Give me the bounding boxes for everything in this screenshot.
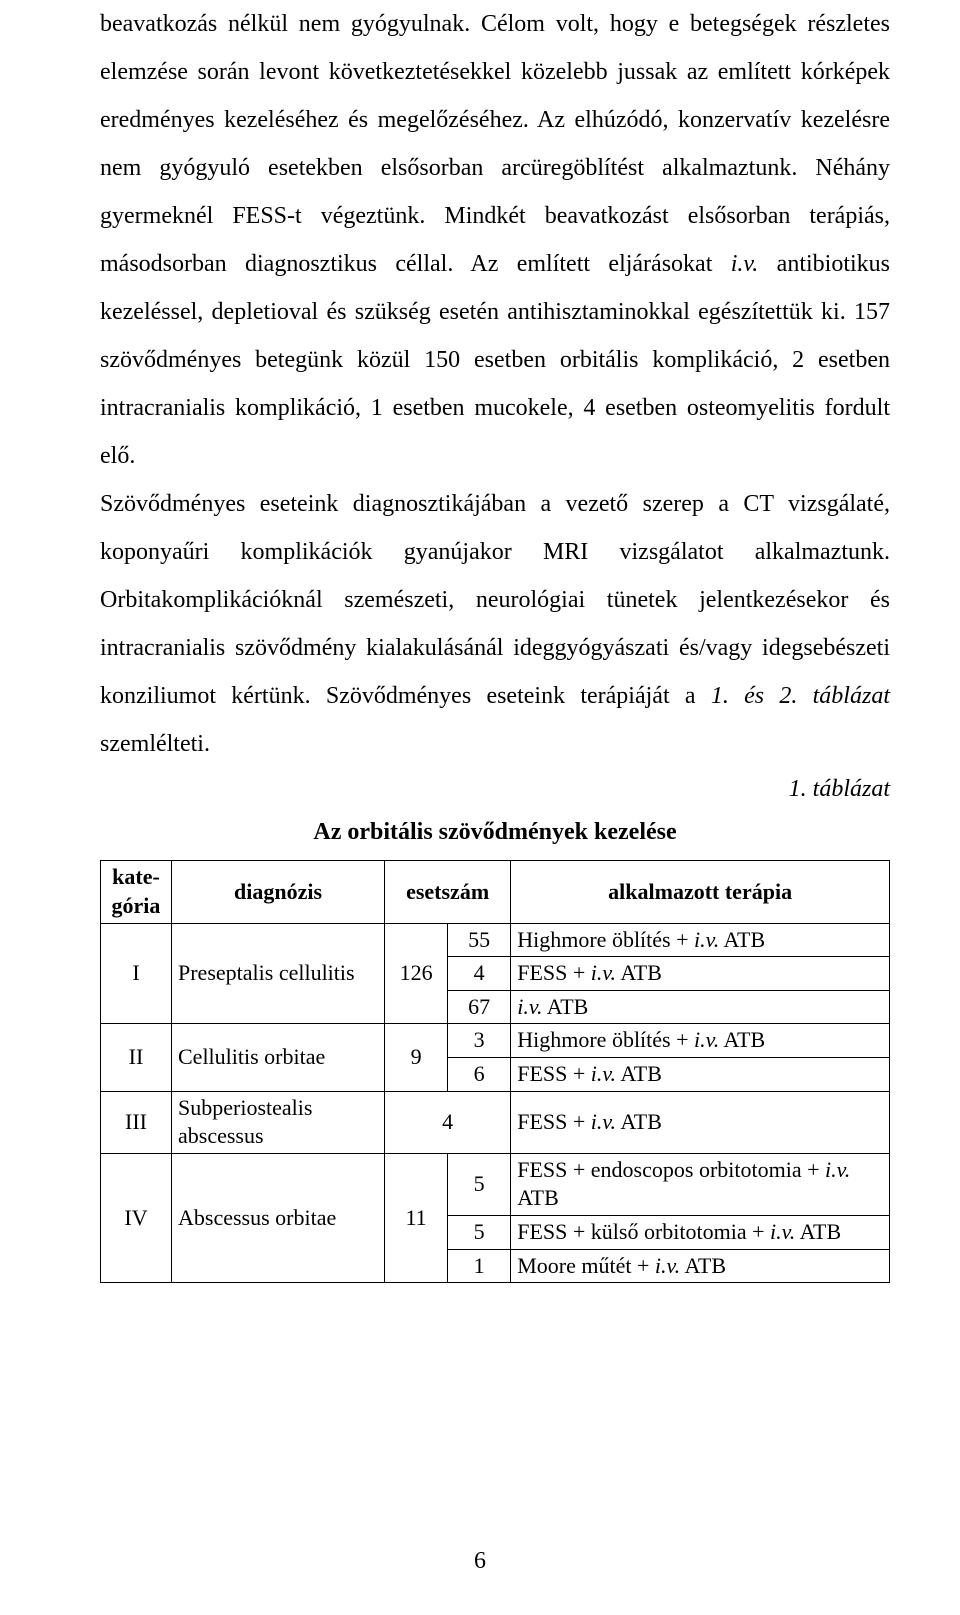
cell-therapy: FESS + endoscopos orbitotomia + i.v. ATB [511,1153,890,1215]
cell-diagnosis: Preseptalis cellulitis [172,923,385,1024]
cell-total: 4 [385,1091,511,1153]
table-row: IV Abscessus orbitae 11 5 FESS + endosco… [101,1153,890,1215]
cell-therapy: FESS + i.v. ATB [511,1091,890,1153]
cell-therapy: FESS + i.v. ATB [511,957,890,991]
table-row: III Subperiostealis abscessus 4 FESS + i… [101,1091,890,1153]
body-paragraph-1: beavatkozás nélkül nem gyógyulnak. Célom… [100,0,890,480]
cell-category: III [101,1091,172,1153]
table-row: I Preseptalis cellulitis 126 55 Highmore… [101,923,890,957]
tables-ref: 1. és 2. táblázat [711,683,890,709]
cell-subcount: 6 [448,1057,511,1091]
cell-subcount: 4 [448,957,511,991]
cell-diagnosis: Subperiostealis abscessus [172,1091,385,1153]
paragraph-text-1b: antibiotikus kezeléssel, depletioval és … [100,251,890,469]
th-count: esetszám [385,861,511,923]
paragraph-text-2b: szemlélteti. [100,731,210,757]
cell-therapy: Highmore öblítés + i.v. ATB [511,923,890,957]
cell-category: I [101,923,172,1024]
page: beavatkozás nélkül nem gyógyulnak. Célom… [0,0,960,1615]
cell-subcount: 5 [448,1153,511,1215]
th-therapy: alkalmazott terápia [511,861,890,923]
cell-diagnosis: Cellulitis orbitae [172,1024,385,1091]
cell-category: IV [101,1153,172,1282]
cell-total: 9 [385,1024,448,1091]
cell-subcount: 67 [448,990,511,1024]
cell-diagnosis: Abscessus orbitae [172,1153,385,1282]
cell-therapy: FESS + i.v. ATB [511,1057,890,1091]
cell-total: 11 [385,1153,448,1282]
cell-subcount: 1 [448,1249,511,1283]
cell-category: II [101,1024,172,1091]
cell-subcount: 3 [448,1024,511,1058]
table-title: Az orbitális szövődmények kezelése [100,811,890,854]
cell-therapy: Moore műtét + i.v. ATB [511,1249,890,1283]
cell-subcount: 55 [448,923,511,957]
th-diagnosis: diagnózis [172,861,385,923]
body-paragraph-2: Szövődményes eseteink diagnosztikájában … [100,480,890,768]
cell-therapy: FESS + külső orbitotomia + i.v. ATB [511,1215,890,1249]
page-number: 6 [0,1537,960,1585]
table-label: 1. táblázat [100,768,890,811]
paragraph-text-2a: Szövődményes eseteink diagnosztikájában … [100,491,890,709]
paragraph-text-1a: beavatkozás nélkül nem gyógyulnak. Célom… [100,11,890,277]
cell-total: 126 [385,923,448,1024]
th-category: kate- gória [101,861,172,923]
cell-subcount: 5 [448,1215,511,1249]
cell-therapy: i.v. ATB [511,990,890,1024]
cell-therapy: Highmore öblítés + i.v. ATB [511,1024,890,1058]
table-row: II Cellulitis orbitae 9 3 Highmore öblít… [101,1024,890,1058]
table-header-row: kate- gória diagnózis esetszám alkalmazo… [101,861,890,923]
therapy-table: kate- gória diagnózis esetszám alkalmazo… [100,860,890,1283]
iv-abbrev: i.v. [731,251,759,277]
